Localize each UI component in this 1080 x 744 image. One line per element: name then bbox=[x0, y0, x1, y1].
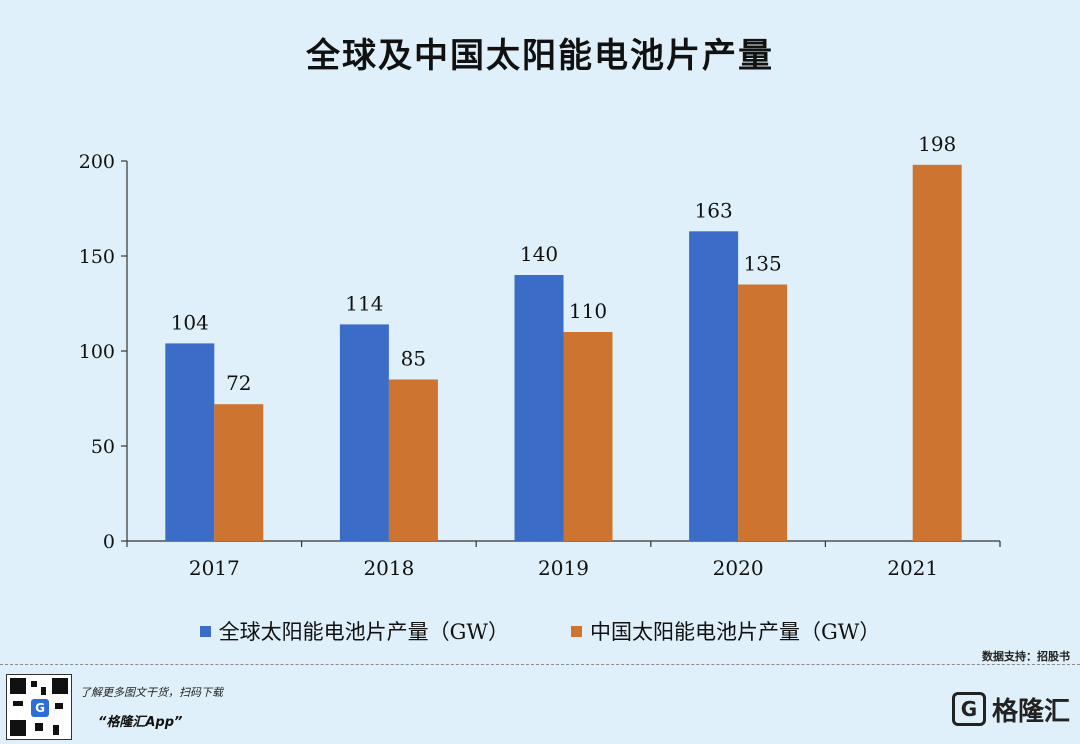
legend-swatch-china bbox=[571, 625, 582, 637]
x-tick-label-2021: 2021 bbox=[887, 556, 938, 580]
y-tick-label-1: 50 bbox=[91, 436, 115, 458]
app-name: “格隆汇App” bbox=[98, 715, 183, 730]
qr-code[interactable]: G bbox=[6, 674, 72, 740]
x-tick-label-2019: 2019 bbox=[538, 556, 589, 580]
bar-global-2018 bbox=[339, 324, 389, 541]
data-label-china-2020: 135 bbox=[744, 252, 782, 276]
data-label-global-2017: 104 bbox=[171, 310, 209, 334]
chart-title: 全球及中国太阳能电池片产量 bbox=[306, 36, 774, 76]
brand-name: 格隆汇 bbox=[991, 696, 1070, 727]
qr-logo-icon: G bbox=[31, 699, 49, 717]
legend-label-china: 中国太阳能电池片产量（GW） bbox=[590, 620, 881, 644]
data-label-china-2021: 198 bbox=[918, 132, 956, 156]
x-tick-label-2017: 2017 bbox=[189, 556, 240, 580]
y-tick-label-2: 100 bbox=[79, 341, 115, 363]
bar-china-2021 bbox=[912, 164, 962, 542]
data-label-china-2017: 72 bbox=[226, 371, 251, 395]
legend-item-global: 全球太阳能电池片产量（GW） bbox=[199, 616, 509, 646]
y-tick-label-3: 150 bbox=[79, 246, 115, 268]
bar-china-2019 bbox=[563, 332, 613, 541]
bar-china-2017 bbox=[214, 404, 264, 541]
y-tick-label-4: 200 bbox=[79, 151, 115, 173]
promo-text: 了解更多图文干货，扫码下载 bbox=[80, 686, 223, 699]
brand-logo-icon: G bbox=[951, 692, 986, 726]
source-note: 数据支持：招股书 bbox=[982, 650, 1070, 663]
data-label-global-2018: 114 bbox=[345, 291, 383, 315]
y-tick-label-0: 0 bbox=[103, 531, 115, 553]
data-label-china-2019: 110 bbox=[569, 299, 607, 323]
legend-label-global: 全球太阳能电池片产量（GW） bbox=[218, 620, 509, 644]
legend-swatch-global bbox=[199, 625, 211, 637]
bar-china-2020 bbox=[738, 284, 788, 541]
x-tick-label-2020: 2020 bbox=[713, 556, 764, 580]
data-label-global-2020: 163 bbox=[695, 198, 733, 222]
footer-divider bbox=[0, 664, 1080, 665]
bar-global-2017 bbox=[165, 343, 215, 541]
bar-china-2018 bbox=[388, 379, 438, 541]
bar-chart: 0 50 100 150 200 104 72 2017 114 85 2018 140 110 2019… bbox=[79, 132, 1001, 580]
bar-global-2020 bbox=[689, 231, 739, 542]
legend-item-china: 中国太阳能电池片产量（GW） bbox=[571, 616, 880, 646]
brand-mark: G 格隆汇 bbox=[951, 688, 1070, 730]
x-tick-label-2018: 2018 bbox=[363, 556, 414, 580]
bar-global-2019 bbox=[514, 275, 564, 541]
data-label-china-2018: 85 bbox=[401, 347, 426, 371]
legend: 全球太阳能电池片产量（GW） 中国太阳能电池片产量（GW） bbox=[0, 616, 1080, 646]
data-label-global-2019: 140 bbox=[520, 242, 558, 266]
